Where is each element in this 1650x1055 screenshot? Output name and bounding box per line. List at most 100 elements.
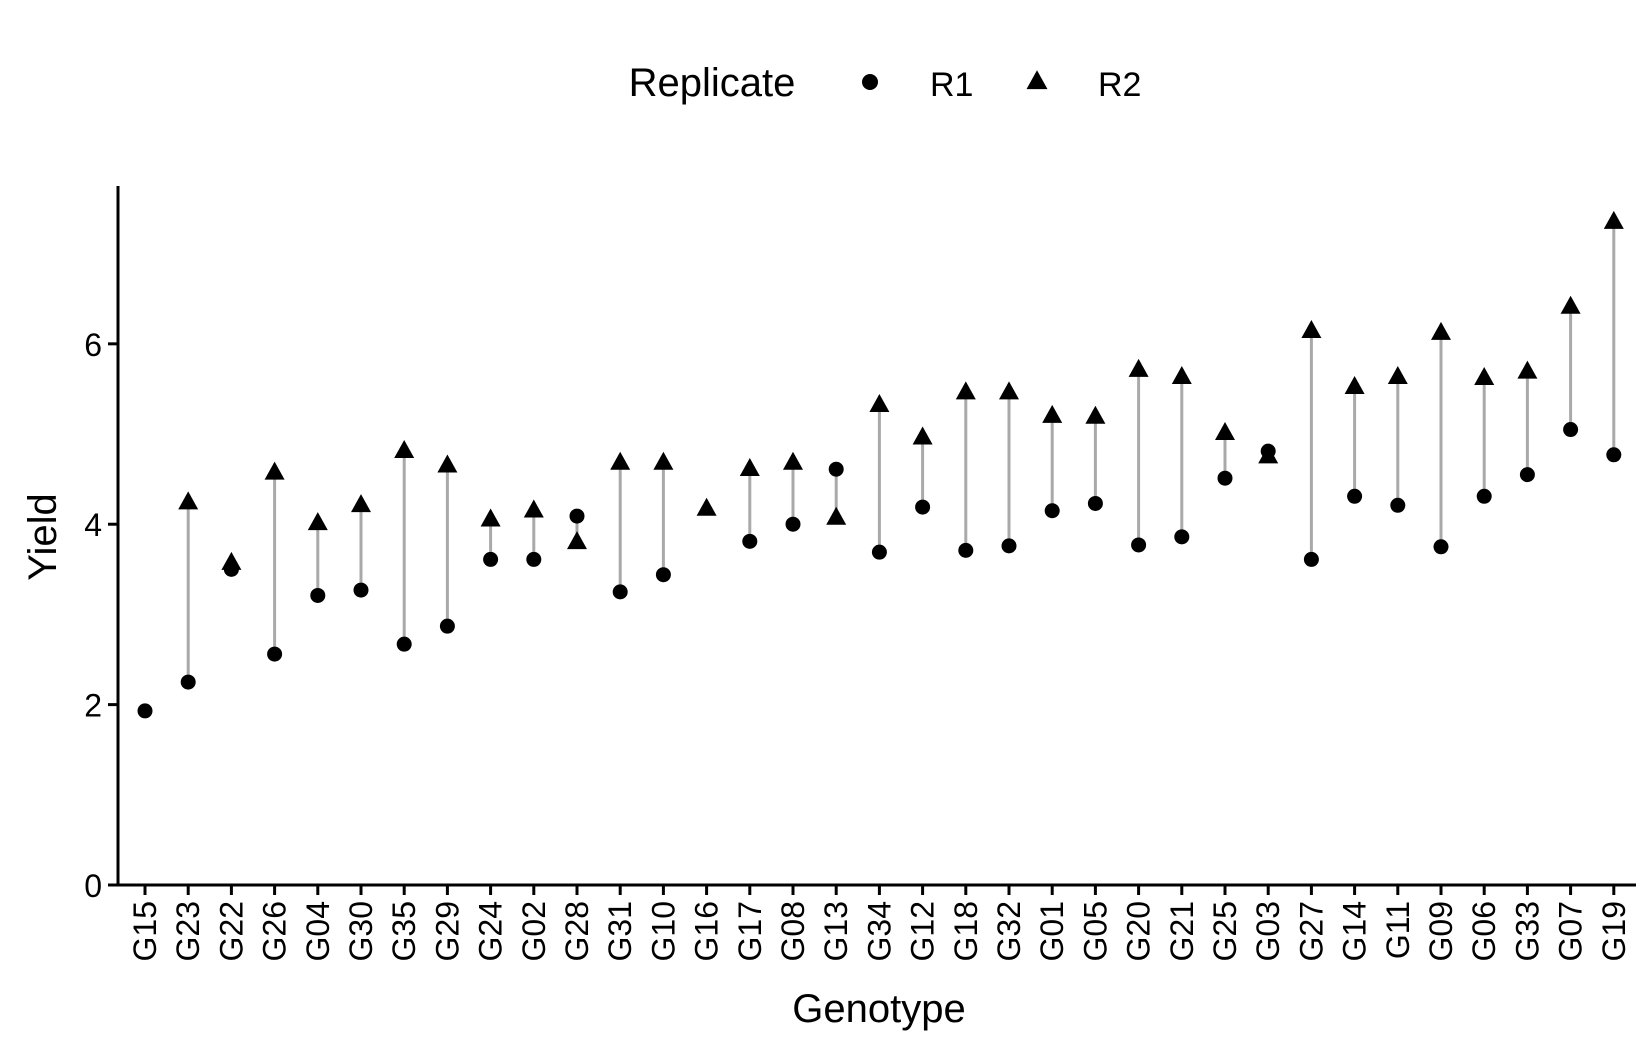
point-r1 bbox=[137, 703, 153, 719]
point-r1 bbox=[1347, 488, 1363, 504]
x-tick-label: G29 bbox=[429, 901, 465, 961]
x-tick-label: G11 bbox=[1380, 901, 1416, 959]
point-r2 bbox=[523, 499, 544, 518]
axes: 0 2 4 6 G15 G23 G22 G26 G04 G30 G35 G29 G24 G02 G28 G31… bbox=[84, 186, 1636, 961]
point-r2 bbox=[912, 426, 933, 445]
x-tick-label: G06 bbox=[1466, 901, 1502, 961]
x-tick-label: G32 bbox=[991, 901, 1027, 961]
y-tick-label: 0 bbox=[84, 868, 102, 904]
legend-marker-r2 bbox=[1026, 70, 1048, 90]
x-tick-label: G13 bbox=[818, 901, 854, 961]
point-r2 bbox=[1042, 404, 1063, 423]
point-r2 bbox=[1258, 445, 1279, 464]
point-r2 bbox=[826, 506, 847, 525]
x-tick-label: G35 bbox=[386, 901, 422, 961]
point-r1 bbox=[439, 618, 455, 634]
point-r1 bbox=[267, 646, 283, 662]
point-r2 bbox=[739, 458, 760, 477]
point-r2 bbox=[696, 497, 717, 516]
point-r1 bbox=[1563, 422, 1579, 438]
point-r2 bbox=[653, 451, 674, 470]
x-tick-label: G27 bbox=[1293, 901, 1329, 961]
x-tick-label: G14 bbox=[1337, 901, 1373, 961]
point-r2 bbox=[1517, 360, 1538, 379]
point-r2 bbox=[1431, 321, 1451, 340]
x-tick-label: G20 bbox=[1121, 901, 1157, 961]
point-r1 bbox=[1476, 488, 1492, 504]
point-r1 bbox=[483, 551, 499, 567]
legend-marker-r1 bbox=[862, 74, 878, 90]
point-r2 bbox=[1474, 366, 1495, 385]
x-tick-label: G33 bbox=[1509, 901, 1545, 961]
point-r2 bbox=[869, 394, 890, 413]
point-r1 bbox=[785, 516, 801, 532]
point-r1 bbox=[655, 567, 671, 583]
x-tick-label: G30 bbox=[343, 901, 379, 961]
x-tick-label: G15 bbox=[127, 901, 163, 961]
x-tick-label: G01 bbox=[1034, 901, 1070, 961]
point-r2 bbox=[264, 461, 285, 480]
point-r1 bbox=[526, 551, 542, 567]
point-r1 bbox=[1519, 467, 1535, 483]
point-r2 bbox=[437, 454, 458, 473]
point-r1 bbox=[569, 508, 585, 524]
x-tick-label: G24 bbox=[473, 901, 509, 961]
x-tick-label: G02 bbox=[516, 901, 552, 961]
x-tick-label: G26 bbox=[257, 901, 293, 961]
point-r2 bbox=[567, 531, 587, 550]
point-r1 bbox=[612, 584, 628, 600]
point-r2 bbox=[610, 451, 631, 470]
point-r1 bbox=[1001, 538, 1017, 554]
point-r2 bbox=[221, 551, 242, 570]
point-r2 bbox=[1215, 421, 1235, 440]
x-tick-label: G04 bbox=[300, 901, 336, 961]
x-tick-label: G09 bbox=[1423, 901, 1459, 961]
point-r1 bbox=[1131, 537, 1147, 553]
x-tick-label: G19 bbox=[1596, 901, 1632, 961]
y-tick-label: 4 bbox=[84, 507, 102, 543]
points-layer bbox=[137, 210, 1624, 719]
point-r2 bbox=[178, 491, 199, 510]
point-r2 bbox=[1560, 295, 1581, 314]
point-r1 bbox=[1174, 529, 1190, 545]
point-r1 bbox=[1606, 447, 1622, 463]
x-tick-label: G18 bbox=[948, 901, 984, 961]
point-r1 bbox=[742, 533, 758, 549]
x-tick-label: G23 bbox=[170, 901, 206, 961]
x-tick-label: G03 bbox=[1250, 901, 1286, 961]
x-tick-label: G22 bbox=[213, 901, 249, 961]
y-tick-label: 6 bbox=[84, 327, 102, 363]
point-r2 bbox=[480, 508, 501, 527]
point-r2 bbox=[1128, 358, 1149, 377]
x-tick-label: G16 bbox=[689, 901, 725, 961]
legend-label-r1: R1 bbox=[930, 66, 973, 104]
x-tick-label: G10 bbox=[645, 901, 681, 961]
point-r2 bbox=[1085, 405, 1106, 424]
legend: Replicate R1 R2 bbox=[629, 61, 1142, 105]
x-tick-label: G34 bbox=[861, 901, 897, 961]
point-r2 bbox=[1603, 210, 1624, 229]
point-r1 bbox=[1044, 503, 1060, 519]
point-r2 bbox=[1344, 375, 1365, 394]
point-r1 bbox=[958, 542, 974, 558]
x-tick-label: G31 bbox=[602, 901, 638, 961]
point-r2 bbox=[955, 381, 976, 400]
point-r2 bbox=[1387, 366, 1408, 385]
point-r2 bbox=[1301, 320, 1322, 339]
point-r1 bbox=[871, 544, 887, 560]
point-r1 bbox=[180, 674, 196, 690]
x-tick-label: G05 bbox=[1077, 901, 1113, 961]
x-tick-label: G07 bbox=[1553, 901, 1589, 961]
point-r2 bbox=[351, 494, 371, 513]
x-axis-label: Genotype bbox=[792, 987, 965, 1031]
point-r1 bbox=[396, 636, 412, 652]
point-r1 bbox=[915, 499, 931, 515]
point-r1 bbox=[353, 582, 369, 598]
point-r1 bbox=[1390, 497, 1406, 513]
legend-label-r2: R2 bbox=[1098, 66, 1141, 104]
point-r1 bbox=[310, 587, 326, 603]
y-axis-label: Yield bbox=[21, 493, 65, 580]
point-r1 bbox=[828, 461, 844, 477]
point-r2 bbox=[307, 512, 328, 531]
legend-title: Replicate bbox=[629, 61, 796, 105]
